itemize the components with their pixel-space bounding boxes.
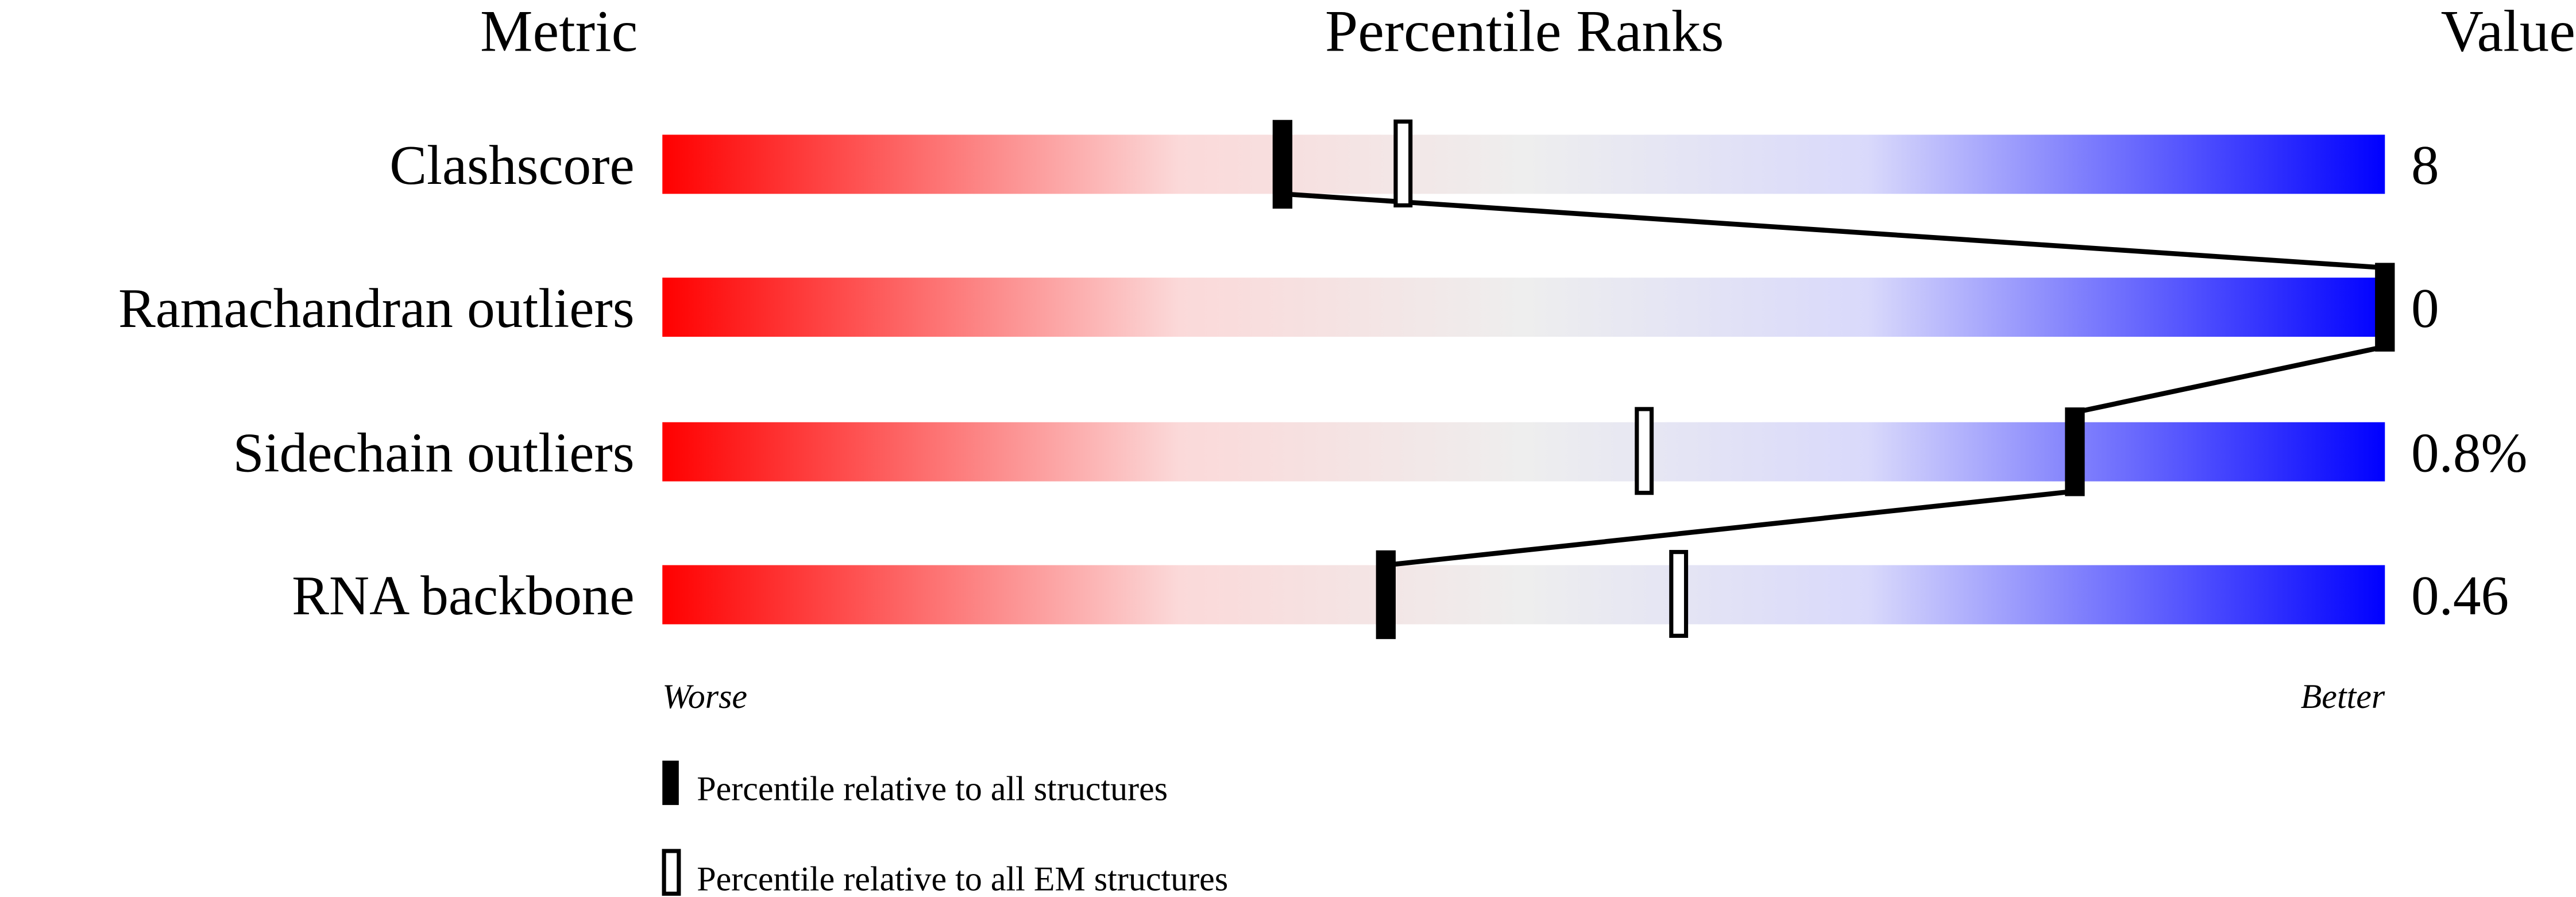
legend-filled-marker	[662, 760, 679, 805]
all-percentile-marker	[1272, 120, 1293, 209]
all-percentile-marker	[2375, 263, 2395, 352]
header-value: Value	[2441, 0, 2575, 64]
metric-value: 0	[2411, 278, 2439, 340]
em-percentile-marker	[1635, 407, 1654, 495]
percentile-bar	[662, 134, 2385, 194]
header-metric: Metric	[480, 0, 638, 64]
connector-line	[1282, 191, 2388, 568]
metric-label: RNA backbone	[292, 565, 635, 627]
header-percentile-ranks: Percentile Ranks	[1325, 0, 1724, 64]
metric-label: Clashscore	[389, 134, 634, 197]
metric-label: Sidechain outliers	[233, 422, 635, 484]
legend-open-marker	[662, 849, 681, 896]
em-percentile-marker	[1393, 119, 1413, 207]
metric-value: 8	[2411, 134, 2439, 197]
better-label: Better	[2301, 677, 2385, 715]
percentile-bar	[662, 565, 2385, 625]
metric-value: 0.8%	[2411, 422, 2527, 484]
all-percentile-marker	[2065, 407, 2085, 496]
percentile-bar	[662, 422, 2385, 482]
metric-label: Ramachandran outliers	[118, 278, 635, 340]
em-percentile-marker	[1669, 550, 1689, 638]
metric-value: 0.46	[2411, 565, 2509, 627]
legend-all-structures: Percentile relative to all structures	[697, 769, 1168, 807]
legend-em-structures: Percentile relative to all EM structures	[697, 860, 1228, 897]
all-percentile-marker	[1376, 550, 1396, 640]
worse-label: Worse	[662, 677, 747, 715]
percentile-bar	[662, 278, 2385, 337]
